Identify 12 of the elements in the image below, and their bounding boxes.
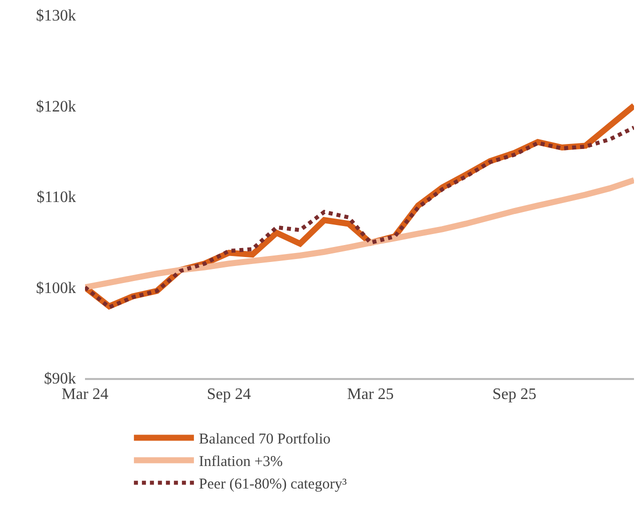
x-tick-label: Mar 25 — [347, 386, 394, 403]
x-tick-label: Sep 25 — [492, 386, 536, 403]
x-tick-label: Sep 24 — [206, 386, 251, 403]
x-tick-label: Mar 24 — [62, 386, 108, 403]
legend-label: Inflation +3% — [198, 454, 283, 470]
y-tick-label: $120k — [36, 98, 76, 116]
y-tick-label: $110k — [36, 189, 76, 206]
y-tick-label: $100k — [36, 280, 76, 297]
y-tick-label: $130k — [36, 8, 76, 25]
legend-label: Balanced 70 Portfolio — [198, 432, 331, 448]
legend-label: Peer (61-80%) category³ — [198, 476, 348, 493]
y-tick-label: $90k — [44, 370, 76, 388]
